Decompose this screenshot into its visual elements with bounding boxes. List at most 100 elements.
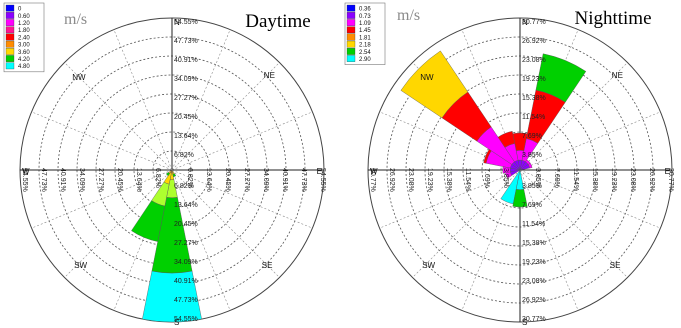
ring-label-east: 6.82% [186, 168, 193, 188]
legend-swatch [5, 4, 15, 12]
wind-sector-wsw-band-1 [505, 171, 513, 179]
ring-label-north: 40.91% [174, 57, 198, 64]
wind-sector-nne-band-3 [535, 53, 587, 103]
ring-label-west: 7.69% [483, 168, 490, 188]
ring-label-west: 15.38% [445, 168, 452, 192]
direction-label-southwest: SW [74, 261, 87, 270]
ring-label-west: 20.45% [116, 168, 123, 192]
direction-label-southwest: SW [422, 261, 435, 270]
ring-label-east: 19.23% [610, 168, 617, 192]
ring-label-south: 40.91% [174, 278, 198, 285]
ring-label-east: 11.54% [572, 168, 579, 191]
ring-label-south: 6.82% [174, 183, 194, 190]
ring-label-east: 3.85% [534, 168, 541, 188]
direction-label-northeast: NE [612, 71, 623, 80]
chart-title: Daytime [245, 11, 310, 32]
wind-sector-ssw-band-3 [131, 200, 166, 242]
grid-spoke [379, 169, 521, 229]
ring-label-north: 13.64% [174, 133, 198, 140]
ring-label-south: 54.55% [174, 316, 198, 323]
unit-label: m/s [64, 11, 87, 28]
legend-label: 1.20 [18, 21, 30, 27]
ring-label-south: 26.92% [522, 297, 546, 304]
daytime-wind-rose: 6.82%6.82%6.82%6.82%13.64%13.64%13.64%13… [3, 2, 326, 327]
legend-swatch [5, 26, 15, 34]
grid-spoke [171, 62, 280, 171]
ring-label-east: 15.38% [591, 168, 598, 192]
ring-label-north: 3.85% [522, 152, 542, 159]
legend-swatch [5, 55, 15, 62]
legend-swatch [346, 33, 356, 41]
wind-sector-nw-band-3 [400, 50, 469, 119]
legend-swatch [346, 19, 356, 26]
direction-label-southeast: SE [262, 261, 273, 270]
ring-label-west: 30.77% [369, 168, 376, 192]
nighttime-wind-rose: 3.85%3.85%3.85%3.85%7.69%7.69%7.69%7.69%… [344, 2, 674, 327]
wind-sector-w-band-1 [502, 166, 511, 174]
legend-label: 1.81 [359, 35, 371, 41]
grid-spoke [519, 169, 661, 229]
wind-sector-ene-band-1 [527, 162, 533, 169]
wind-sector-sw-band-1 [165, 172, 170, 177]
legend-swatch [5, 62, 15, 70]
ring-label-west: 34.09% [78, 168, 85, 192]
ring-label-north: 54.55% [174, 19, 198, 26]
ring-label-south: 3.85% [522, 183, 542, 190]
ring-label-north: 20.45% [174, 114, 198, 121]
grid-spoke [171, 111, 313, 171]
ring-label-east: 23.08% [629, 168, 636, 192]
ring-label-north: 11.54% [522, 114, 545, 121]
ring-label-west: 13.64% [135, 168, 142, 192]
ring-label-west: 40.91% [59, 168, 66, 192]
ring-label-south: 11.54% [522, 221, 545, 228]
grid-spoke [31, 169, 173, 229]
ring-label-south: 7.69% [522, 202, 542, 209]
grid-spoke [519, 169, 628, 278]
ring-label-west: 6.82% [154, 168, 161, 188]
grid-spoke [64, 169, 173, 278]
ring-label-north: 34.09% [174, 76, 198, 83]
ring-label-east: 26.92% [648, 168, 655, 192]
ring-label-west: 54.55% [21, 168, 28, 192]
direction-label-southeast: SE [610, 261, 621, 270]
ring-label-east: 47.73% [300, 168, 307, 192]
direction-label-east: E [665, 167, 670, 176]
grid-spoke [113, 29, 173, 171]
direction-label-north: N [174, 18, 180, 27]
wind-sector-sse-band-1 [172, 173, 177, 178]
ring-label-north: 47.73% [174, 38, 198, 45]
grid-spoke [171, 169, 313, 229]
legend-label: 0.60 [18, 14, 30, 20]
ring-label-south: 15.38% [522, 240, 546, 247]
legend-swatch [5, 40, 15, 48]
legend-swatch [346, 40, 356, 48]
ring-label-west: 23.08% [407, 168, 414, 192]
ring-label-south: 34.09% [174, 259, 198, 266]
legend-label: 2.54 [359, 50, 371, 56]
ring-label-east: 27.27% [243, 168, 250, 192]
wind-sector-nnw-band-2 [497, 131, 515, 148]
ring-label-west: 3.85% [502, 168, 509, 188]
direction-label-north: N [522, 18, 528, 27]
ring-label-east: 40.91% [281, 168, 288, 192]
ring-label-west: 11.54% [464, 168, 471, 191]
direction-label-west: W [370, 167, 378, 176]
legend-label: 3.00 [18, 43, 30, 49]
direction-label-south: S [522, 318, 527, 327]
ring-label-south: 20.45% [174, 221, 198, 228]
grid-spoke [519, 111, 661, 171]
legend-swatch [346, 12, 356, 19]
legend-label: 0.73 [359, 14, 371, 20]
legend-label: 1.09 [359, 21, 371, 27]
legend-swatch [5, 48, 15, 55]
legend-label: 0 [18, 7, 22, 13]
legend-swatch [5, 12, 15, 19]
ring-label-east: 20.45% [224, 168, 231, 192]
ring-label-south: 27.27% [174, 240, 198, 247]
legend-swatch [346, 48, 356, 55]
legend-swatch [346, 4, 356, 12]
ring-label-west: 47.73% [40, 168, 47, 192]
grid-spoke [171, 169, 280, 278]
grid-spoke [171, 29, 231, 171]
